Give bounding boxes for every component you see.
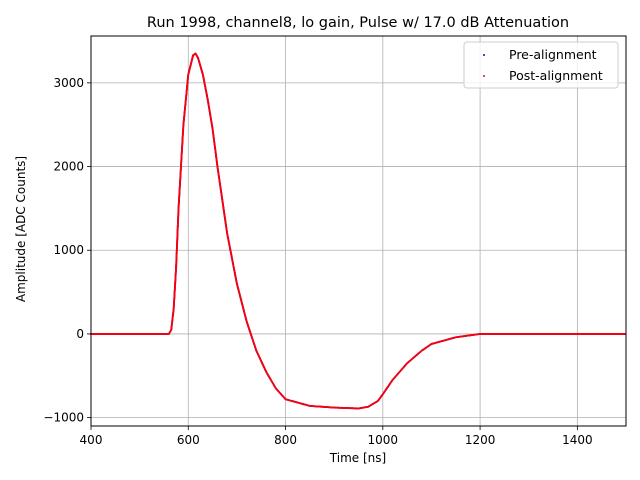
legend-box (463, 41, 619, 89)
x-tick-label: 1000 (368, 433, 399, 447)
y-tick-label: 2000 (53, 160, 84, 174)
ticks: 400 600 800 1000 1200 1400 −1000 0 1000 2000 3000 (43, 76, 592, 447)
x-tick-label: 600 (177, 433, 200, 447)
x-tick-label: 800 (274, 433, 297, 447)
legend-label-post-alignment: Post-alignment (509, 68, 603, 83)
legend-marker-post-alignment (483, 75, 485, 77)
y-tick-label: 3000 (53, 76, 84, 90)
x-tick-label: 400 (80, 433, 103, 447)
y-tick-label: 1000 (53, 243, 84, 257)
grid (90, 36, 626, 426)
legend-label-pre-alignment: Pre-alignment (509, 47, 597, 62)
x-tick-label: 1400 (562, 433, 593, 447)
series-pre-alignment (90, 52, 627, 410)
plot-series (90, 52, 627, 410)
y-tick-label: −1000 (43, 411, 84, 425)
legend: Pre-alignment Post-alignment (463, 41, 619, 89)
x-tick-label: 1200 (465, 433, 496, 447)
series-post-alignment (90, 52, 627, 410)
axes-frame (90, 35, 627, 427)
x-axis-label: Time [ns] (329, 451, 386, 465)
y-axis-label: Amplitude [ADC Counts] (14, 156, 28, 302)
y-tick-label: 0 (76, 327, 84, 341)
legend-marker-pre-alignment (483, 54, 485, 56)
chart-title: Run 1998, channel8, lo gain, Pulse w/ 17… (147, 15, 569, 31)
